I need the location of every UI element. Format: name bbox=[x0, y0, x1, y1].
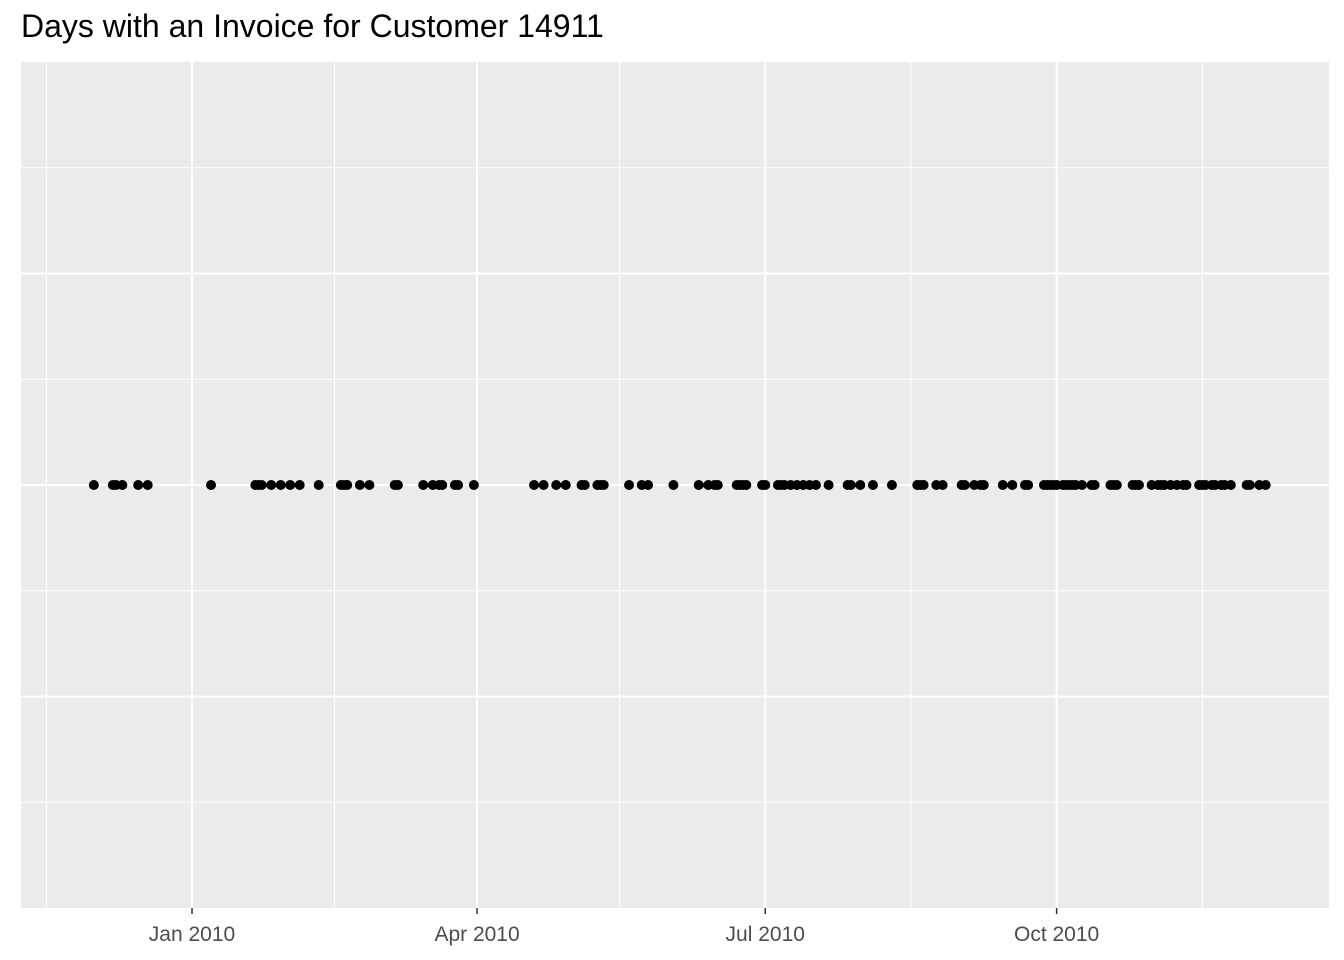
data-point bbox=[1260, 480, 1271, 490]
data-point bbox=[354, 480, 365, 490]
data-point bbox=[1225, 480, 1236, 490]
data-point bbox=[693, 480, 704, 490]
data-point bbox=[342, 480, 353, 490]
data-point bbox=[117, 480, 128, 490]
data-point bbox=[1007, 480, 1018, 490]
data-point bbox=[1244, 480, 1255, 490]
data-point bbox=[560, 480, 571, 490]
data-point bbox=[437, 480, 448, 490]
data-point bbox=[579, 480, 590, 490]
data-point bbox=[418, 480, 429, 490]
data-point bbox=[1181, 480, 1192, 490]
data-point bbox=[668, 480, 679, 490]
data-point bbox=[959, 480, 970, 490]
data-point bbox=[598, 480, 609, 490]
data-point bbox=[285, 480, 296, 490]
x-tick-label: Apr 2010 bbox=[434, 923, 519, 946]
data-point bbox=[133, 480, 144, 490]
data-point bbox=[867, 480, 878, 490]
data-point bbox=[1111, 480, 1122, 490]
data-point bbox=[918, 480, 929, 490]
data-point bbox=[643, 480, 654, 490]
data-point bbox=[364, 480, 375, 490]
data-point bbox=[551, 480, 562, 490]
x-tick-label: Jan 2010 bbox=[149, 923, 235, 946]
data-point bbox=[810, 480, 821, 490]
data-point bbox=[468, 480, 479, 490]
data-point bbox=[529, 480, 540, 490]
data-point bbox=[275, 480, 286, 490]
data-point bbox=[1133, 480, 1144, 490]
data-points bbox=[88, 480, 1271, 490]
data-point bbox=[823, 480, 834, 490]
data-point bbox=[538, 480, 549, 490]
x-tick-label: Oct 2010 bbox=[1014, 923, 1099, 946]
data-point bbox=[392, 480, 403, 490]
data-point bbox=[937, 480, 948, 490]
x-axis: Jan 2010 Apr 2010 Jul 2010 Oct 2010 bbox=[149, 908, 1099, 946]
data-point bbox=[741, 480, 752, 490]
data-point bbox=[855, 480, 866, 490]
data-point bbox=[256, 480, 267, 490]
data-point bbox=[142, 480, 153, 490]
data-point bbox=[453, 480, 464, 490]
data-point bbox=[624, 480, 635, 490]
data-point bbox=[1076, 480, 1087, 490]
data-point bbox=[712, 480, 723, 490]
chart-title: Days with an Invoice for Customer 14911 bbox=[21, 8, 604, 44]
data-point bbox=[1023, 480, 1034, 490]
data-point bbox=[845, 480, 856, 490]
data-point bbox=[294, 480, 305, 490]
data-point bbox=[978, 480, 989, 490]
data-point bbox=[313, 480, 324, 490]
x-tick-label: Jul 2010 bbox=[726, 923, 805, 946]
data-point bbox=[760, 480, 771, 490]
data-point bbox=[997, 480, 1008, 490]
data-point bbox=[886, 480, 897, 490]
data-point bbox=[266, 480, 277, 490]
data-point bbox=[88, 480, 99, 490]
data-point bbox=[206, 480, 217, 490]
data-point bbox=[1089, 480, 1100, 490]
